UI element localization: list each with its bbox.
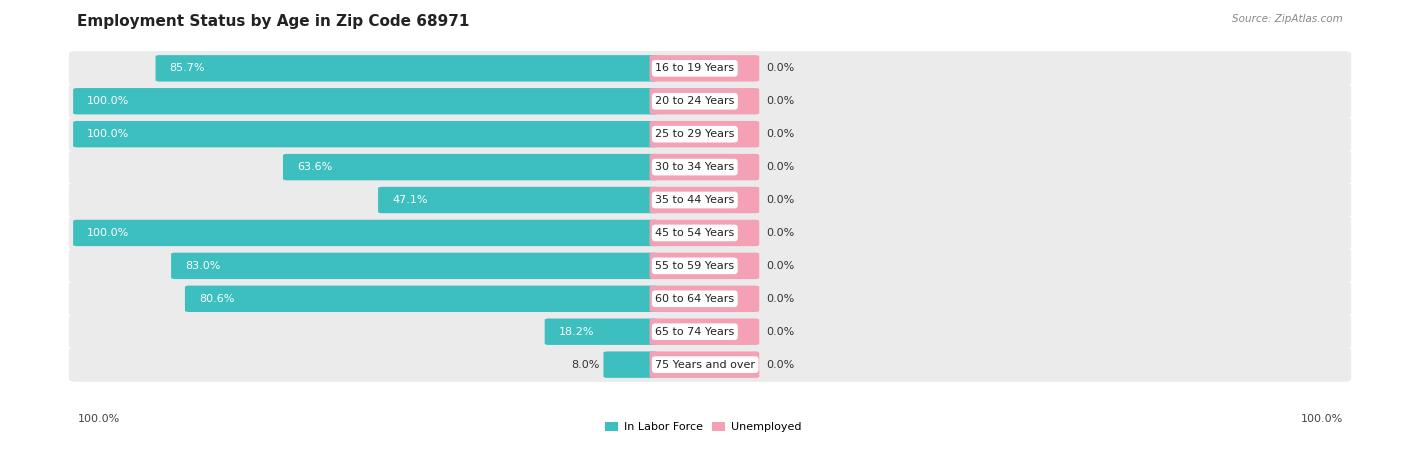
Text: 83.0%: 83.0% — [186, 261, 221, 271]
Text: 0.0%: 0.0% — [766, 63, 794, 74]
Text: 55 to 59 Years: 55 to 59 Years — [655, 261, 734, 271]
Text: 100.0%: 100.0% — [1301, 414, 1343, 424]
Text: 63.6%: 63.6% — [297, 162, 332, 172]
Text: Employment Status by Age in Zip Code 68971: Employment Status by Age in Zip Code 689… — [77, 14, 470, 28]
Text: 0.0%: 0.0% — [766, 327, 794, 337]
Text: 65 to 74 Years: 65 to 74 Years — [655, 327, 734, 337]
Text: 16 to 19 Years: 16 to 19 Years — [655, 63, 734, 74]
Text: 35 to 44 Years: 35 to 44 Years — [655, 195, 734, 205]
Text: 0.0%: 0.0% — [766, 359, 794, 370]
Text: 75 Years and over: 75 Years and over — [655, 359, 755, 370]
Text: 100.0%: 100.0% — [87, 96, 129, 106]
Text: 60 to 64 Years: 60 to 64 Years — [655, 294, 734, 304]
Text: 20 to 24 Years: 20 to 24 Years — [655, 96, 734, 106]
Legend: In Labor Force, Unemployed: In Labor Force, Unemployed — [600, 417, 806, 437]
Text: 0.0%: 0.0% — [766, 96, 794, 106]
Text: 0.0%: 0.0% — [766, 129, 794, 139]
Text: 0.0%: 0.0% — [766, 294, 794, 304]
Text: Source: ZipAtlas.com: Source: ZipAtlas.com — [1232, 14, 1343, 23]
Text: 30 to 34 Years: 30 to 34 Years — [655, 162, 734, 172]
Text: 100.0%: 100.0% — [87, 129, 129, 139]
Text: 0.0%: 0.0% — [766, 195, 794, 205]
Text: 0.0%: 0.0% — [766, 162, 794, 172]
Text: 8.0%: 8.0% — [571, 359, 599, 370]
Text: 47.1%: 47.1% — [392, 195, 427, 205]
Text: 25 to 29 Years: 25 to 29 Years — [655, 129, 734, 139]
Text: 100.0%: 100.0% — [77, 414, 120, 424]
Text: 85.7%: 85.7% — [170, 63, 205, 74]
Text: 100.0%: 100.0% — [87, 228, 129, 238]
Text: 0.0%: 0.0% — [766, 228, 794, 238]
Text: 18.2%: 18.2% — [558, 327, 595, 337]
Text: 45 to 54 Years: 45 to 54 Years — [655, 228, 734, 238]
Text: 0.0%: 0.0% — [766, 261, 794, 271]
Text: 80.6%: 80.6% — [200, 294, 235, 304]
